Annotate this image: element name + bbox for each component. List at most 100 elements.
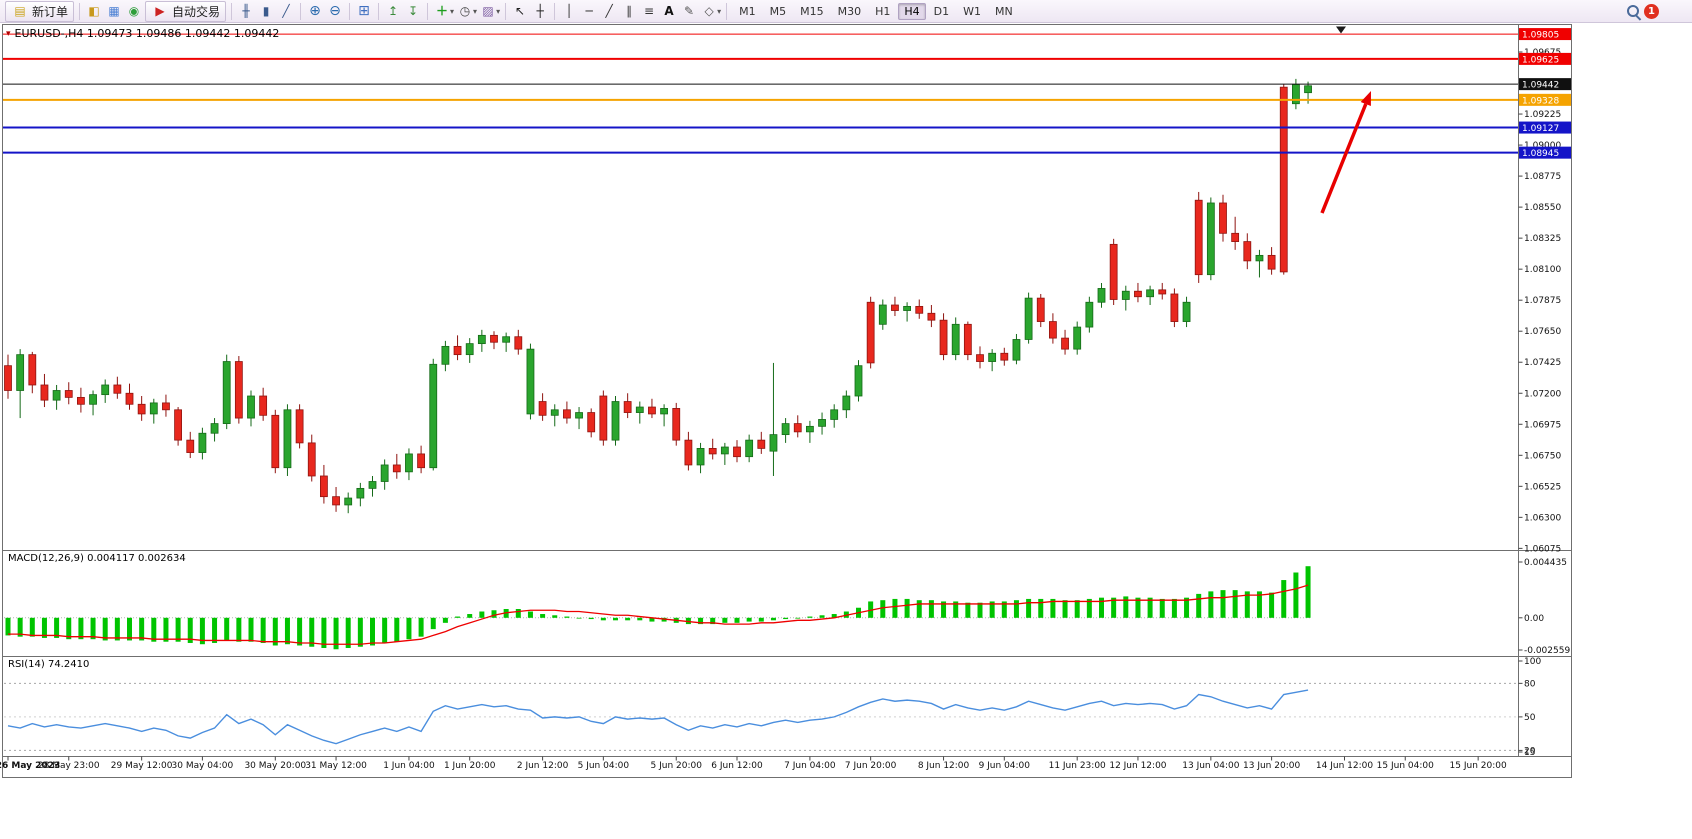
trendline-icon[interactable]: ╱	[605, 4, 613, 18]
toolbar-separator	[726, 2, 728, 20]
scroll-marker-icon[interactable]	[1336, 26, 1346, 34]
dropdown-arrow-icon[interactable]: ▾	[473, 6, 478, 16]
navigator-icon[interactable]: ◉	[128, 4, 140, 18]
svg-text:2 Jun 12:00: 2 Jun 12:00	[517, 761, 569, 771]
svg-text:0.004435: 0.004435	[1524, 558, 1567, 568]
data-window-icon[interactable]: ▦	[108, 4, 120, 18]
timeframe-mn-button[interactable]: MN	[995, 4, 1013, 18]
search-icon[interactable]	[1625, 3, 1642, 20]
timeframe-toolbar: M1 M5 M15 M30 H1 H4 D1 W1 MN	[732, 2, 1020, 20]
svg-text:1.09127: 1.09127	[1522, 124, 1559, 134]
svg-text:1.09000: 1.09000	[1524, 141, 1561, 151]
crosshair-icon[interactable]: ┼	[536, 4, 544, 18]
svg-text:80: 80	[1524, 679, 1536, 689]
toolbar-separator	[378, 2, 380, 20]
svg-text:15 Jun 20:00: 15 Jun 20:00	[1450, 761, 1507, 771]
trend-arrow[interactable]	[1320, 91, 1371, 214]
chart-title-text: EURUSD-,H4 1.09473 1.09486 1.09442 1.094…	[14, 27, 280, 40]
notification-badge[interactable]: 1	[1644, 3, 1659, 19]
svg-text:31 May 12:00: 31 May 12:00	[305, 761, 367, 771]
svg-text:7 Jun 04:00: 7 Jun 04:00	[784, 761, 836, 771]
toolbar-separator	[231, 2, 233, 20]
chart-collapse-icon[interactable]: ▾	[6, 28, 11, 39]
object-lines[interactable]	[3, 33, 1518, 154]
timeframe-w1-button[interactable]: W1	[963, 4, 981, 18]
new-order-label: 新订单	[32, 4, 69, 19]
svg-text:1 Jun 04:00: 1 Jun 04:00	[383, 761, 435, 771]
svg-text:13 Jun 20:00: 13 Jun 20:00	[1243, 761, 1300, 771]
candles	[4, 78, 1312, 514]
indicators-icon[interactable]: ＋	[436, 4, 449, 18]
svg-text:13 Jun 04:00: 13 Jun 04:00	[1182, 761, 1239, 771]
zoom-in-icon[interactable]: ⊕	[309, 3, 321, 19]
equidistant-channel-icon[interactable]: ∥	[626, 4, 633, 18]
svg-text:1.06300: 1.06300	[1524, 513, 1561, 523]
toolbar-separator	[300, 2, 302, 20]
svg-text:30 May 04:00: 30 May 04:00	[172, 761, 234, 771]
macd-label: MACD(12,26,9) 0.004117 0.002634	[8, 553, 186, 564]
price-axis[interactable]: 1.096751.094501.092251.090001.087751.085…	[1518, 48, 1562, 554]
new-order-icon: ▤	[14, 4, 26, 18]
arrange-down-icon[interactable]: ↧	[408, 4, 419, 18]
svg-text:5 Jun 04:00: 5 Jun 04:00	[578, 761, 630, 771]
svg-text:1.06750: 1.06750	[1524, 451, 1561, 461]
svg-text:1.08325: 1.08325	[1524, 234, 1561, 244]
period-selector-icon[interactable]: ◷	[459, 4, 471, 18]
svg-text:1.09225: 1.09225	[1524, 110, 1561, 120]
svg-text:12 Jun 12:00: 12 Jun 12:00	[1109, 761, 1166, 771]
svg-text:9 Jun 04:00: 9 Jun 04:00	[979, 761, 1031, 771]
price-tags: 1.09805 1.09625 1.09442 1.09328 1.09127 1.089…	[1519, 28, 1571, 159]
timeframe-m1-button[interactable]: M1	[739, 4, 756, 18]
timeframe-h4-button[interactable]: H4	[898, 2, 926, 20]
timeframe-d1-button[interactable]: D1	[933, 4, 950, 18]
arrange-up-icon[interactable]: ↥	[388, 4, 399, 18]
label-tool-icon[interactable]: ✎	[684, 4, 695, 18]
svg-text:1 Jun 20:00: 1 Jun 20:00	[444, 761, 496, 771]
candlestick-chart-icon[interactable]: ▮	[262, 4, 270, 18]
toolbar-separator	[79, 2, 81, 20]
vertical-line-icon[interactable]: │	[565, 4, 573, 18]
svg-text:1.08100: 1.08100	[1524, 265, 1561, 275]
fibonacci-icon[interactable]: ≡	[644, 4, 655, 18]
timeframe-h1-button[interactable]: H1	[875, 4, 891, 18]
dropdown-arrow-icon[interactable]: ▾	[496, 6, 501, 16]
svg-text:1.08550: 1.08550	[1524, 203, 1561, 213]
timeframe-m15-button[interactable]: M15	[800, 4, 824, 18]
svg-text:20: 20	[1524, 746, 1536, 756]
svg-text:1.08945: 1.08945	[1522, 149, 1559, 159]
autotrading-button[interactable]: ▶ 自动交易	[145, 0, 227, 22]
bar-chart-icon[interactable]: ╫	[242, 4, 250, 18]
chart-title: ▾ EURUSD-,H4 1.09473 1.09486 1.09442 1.0…	[6, 27, 279, 40]
cursor-icon[interactable]: ↖	[515, 4, 526, 18]
toolbar-separator	[349, 2, 351, 20]
zoom-out-icon[interactable]: ⊖	[329, 3, 341, 19]
svg-text:100: 100	[1524, 657, 1541, 667]
shapes-tool-icon[interactable]: ◇	[704, 4, 714, 18]
svg-text:1.06075: 1.06075	[1524, 544, 1561, 554]
macd-pane: 0.004435 0.00 -0.002559	[4, 558, 1570, 656]
svg-text:1.08775: 1.08775	[1524, 172, 1561, 182]
timeframe-m5-button[interactable]: M5	[769, 4, 787, 18]
dropdown-arrow-icon[interactable]: ▾	[717, 6, 722, 16]
text-tool-icon[interactable]: A	[664, 4, 674, 18]
tile-windows-icon[interactable]: ⊞	[358, 3, 370, 19]
autotrading-icon: ▶	[155, 4, 165, 18]
line-chart-icon[interactable]: ╱	[282, 4, 290, 18]
template-selector-icon[interactable]: ▨	[482, 4, 494, 18]
svg-text:1.09328: 1.09328	[1522, 96, 1559, 106]
svg-text:1.07650: 1.07650	[1524, 327, 1561, 337]
svg-text:5 Jun 20:00: 5 Jun 20:00	[651, 761, 703, 771]
horizontal-line-icon[interactable]: ─	[585, 4, 593, 18]
new-order-button[interactable]: ▤ 新订单	[5, 0, 75, 22]
market-watch-icon[interactable]: ◧	[88, 4, 100, 18]
toolbar: ▤ 新订单 ◧ ▦ ◉ ▶ 自动交易 ╫ ▮ ╱ ⊕ ⊖ ⊞ ↥ ↧ ＋ ▾ ◷…	[0, 0, 1692, 23]
dropdown-arrow-icon[interactable]: ▾	[450, 6, 455, 16]
svg-text:15 Jun 04:00: 15 Jun 04:00	[1377, 761, 1434, 771]
svg-text:1.09625: 1.09625	[1522, 55, 1559, 65]
svg-text:0.00: 0.00	[1524, 614, 1544, 624]
timeframe-m30-button[interactable]: M30	[837, 4, 862, 18]
svg-text:50: 50	[1524, 713, 1536, 723]
